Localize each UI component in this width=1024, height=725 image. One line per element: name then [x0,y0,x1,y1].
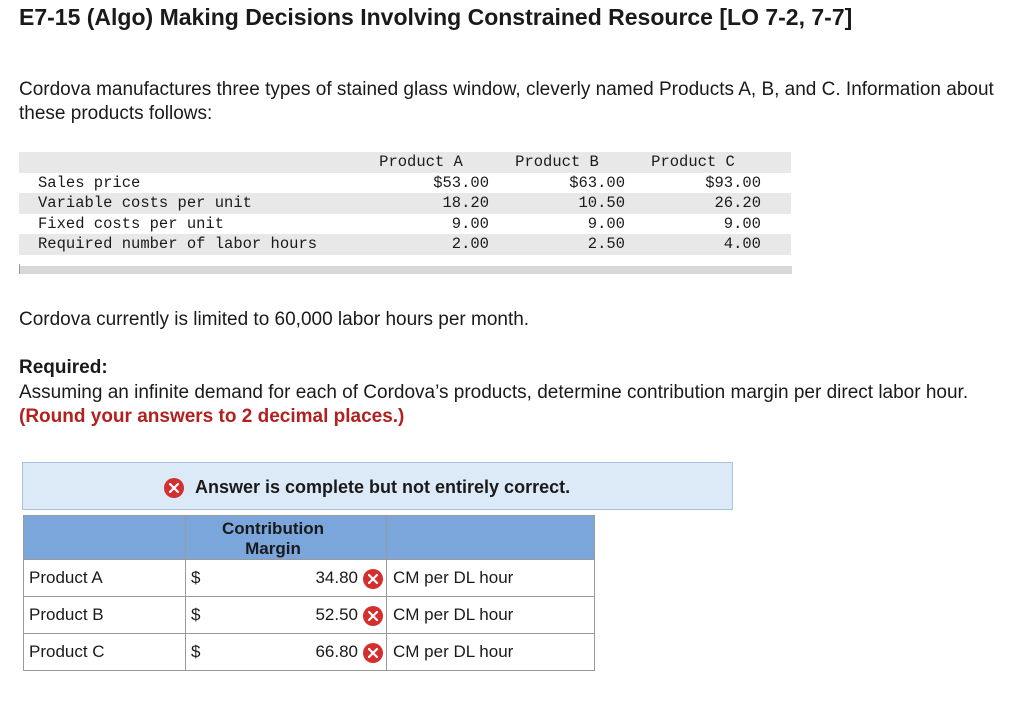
x-circle-icon [164,478,184,498]
cell-value: 9.00 [723,214,761,233]
unit-label: CM per DL hour [386,559,595,597]
unit-label: CM per DL hour [386,633,595,671]
page-title: E7-15 (Algo) Making Decisions Involving … [19,4,853,30]
answer-value[interactable]: 34.80 [315,568,358,587]
required-heading: Required: [19,357,108,378]
header-blank [386,515,595,560]
cell-value: 9.00 [451,214,489,233]
header-product-a: Product A [379,153,463,171]
header-label: Contribution Margin [222,519,324,558]
info-header-row: Product A Product B Product C [19,152,791,173]
header-product-c: Product C [651,153,735,171]
x-circle-icon [363,569,383,589]
answer-header-row: Contribution Margin [23,515,595,560]
unit-label: CM per DL hour [386,596,595,634]
row-label: Product B [23,596,186,634]
header-product-b: Product B [515,153,599,171]
rounding-note: (Round your answers to 2 decimal places.… [19,406,405,427]
info-row-variable-costs: Variable costs per unit 18.20 10.50 26.2… [19,193,791,214]
header-contribution-margin: Contribution Margin [185,515,387,560]
x-circle-icon [363,606,383,626]
cell-value: 26.20 [714,194,761,212]
cell-value: 2.00 [451,235,489,253]
cell-value: 9.00 [587,214,625,233]
answer-input-product-a[interactable]: $ 34.80 [185,559,387,597]
info-row-sales-price: Sales price $53.00 $63.00 $93.00 [19,173,791,194]
row-label: Variable costs per unit [38,194,252,212]
cell-value: 4.00 [723,235,761,253]
row-label: Required number of labor hours [38,235,318,253]
cell-value: $53.00 [433,173,489,192]
answer-input-product-c[interactable]: $ 66.80 [185,633,387,671]
currency-symbol: $ [191,568,201,587]
required-text: Assuming an infinite demand for each of … [19,381,1009,429]
answer-table: Contribution Margin Product A $ 34.80 CM… [23,515,595,671]
table-row: Product C $ 66.80 CM per DL hour [23,633,595,671]
table-row: Product A $ 34.80 CM per DL hour [23,559,595,597]
required-instruction: Assuming an infinite demand for each of … [19,382,969,403]
x-circle-icon [363,643,383,663]
answer-value[interactable]: 52.50 [315,605,358,624]
table-row: Product B $ 52.50 CM per DL hour [23,596,595,634]
banner-message: Answer is complete but not entirely corr… [195,477,571,497]
row-label: Product A [23,559,186,597]
header-blank [23,515,186,560]
info-row-labor-hours: Required number of labor hours 2.00 2.50… [19,234,791,255]
row-label: Product C [23,633,186,671]
table-scrollbar[interactable] [19,264,792,274]
answer-input-product-b[interactable]: $ 52.50 [185,596,387,634]
cell-value: $93.00 [705,173,761,192]
labor-limit-text: Cordova currently is limited to 60,000 l… [19,309,530,330]
cell-value: 2.50 [587,235,625,253]
cell-value: 10.50 [578,194,625,212]
row-label: Sales price [38,173,141,192]
currency-symbol: $ [191,605,201,624]
answer-status-banner: Answer is complete but not entirely corr… [22,462,733,510]
cell-value: 18.20 [442,194,489,212]
currency-symbol: $ [191,642,201,661]
row-label: Fixed costs per unit [38,214,225,233]
intro-paragraph: Cordova manufactures three types of stai… [19,79,994,124]
cell-value: $63.00 [569,173,625,192]
info-row-fixed-costs: Fixed costs per unit 9.00 9.00 9.00 [19,214,791,235]
scrollbar-track[interactable] [20,266,792,274]
answer-value[interactable]: 66.80 [315,642,358,661]
product-info-table: Product A Product B Product C Sales pric… [19,152,791,255]
